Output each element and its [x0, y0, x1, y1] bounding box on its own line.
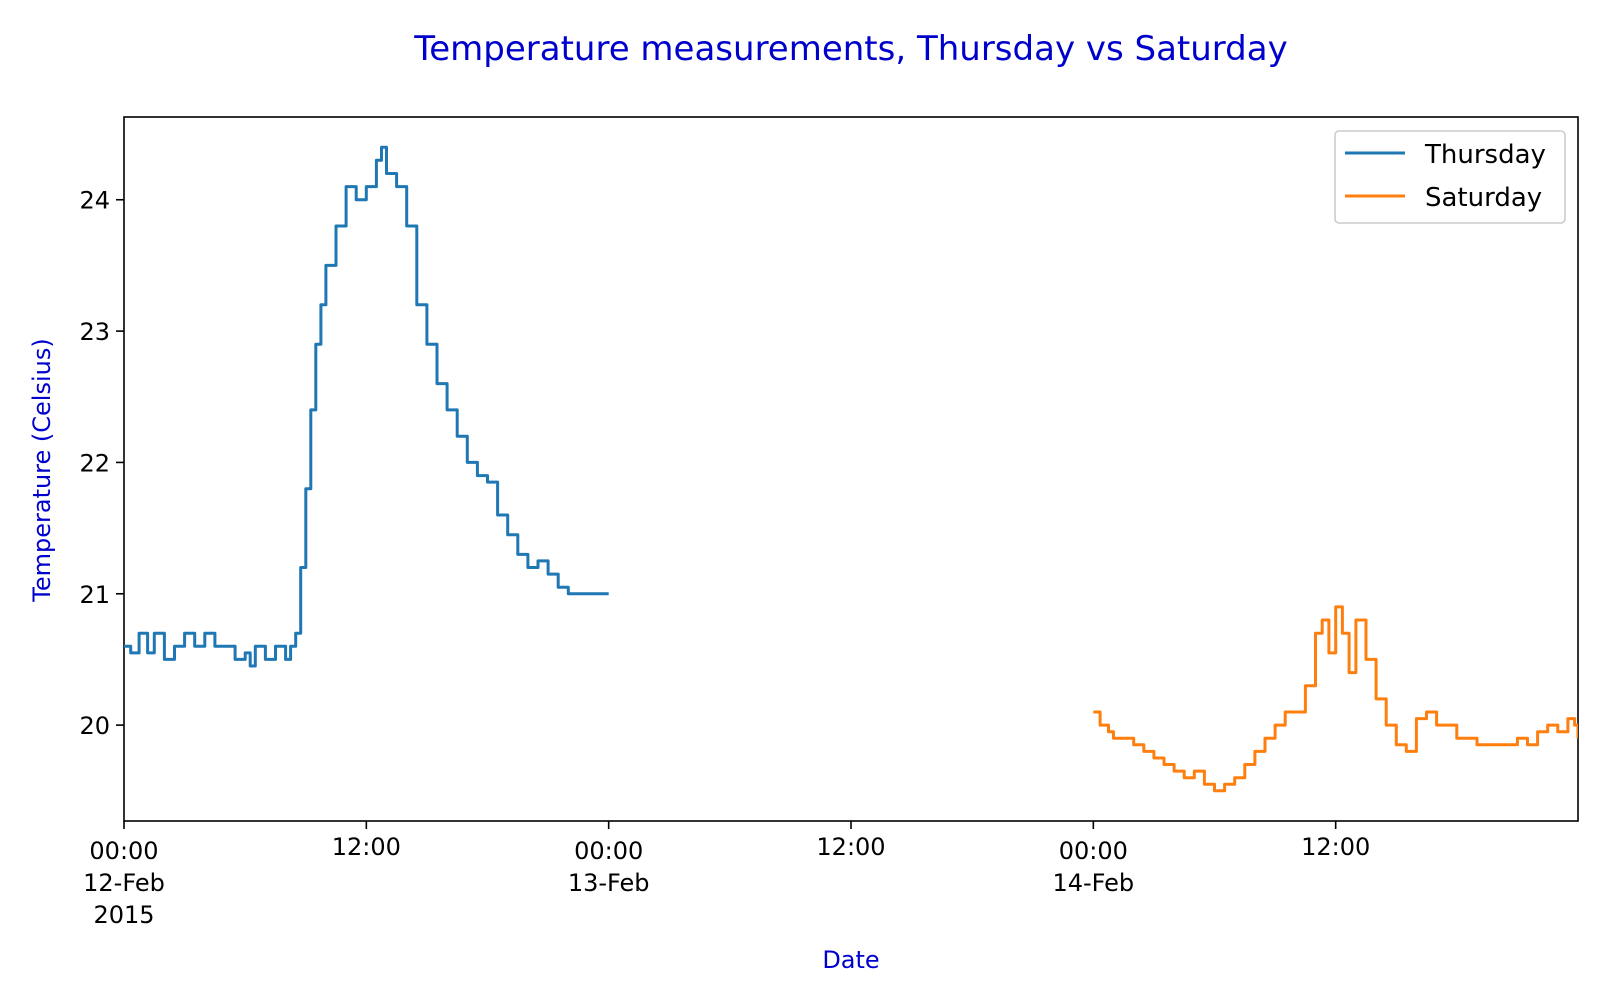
x-tick-label: 00:00 14-Feb	[1052, 837, 1134, 897]
x-axis-ticks: 00:00 12-Feb 2015 12:00 00:00 13-Feb 12:00 00:0…	[83, 821, 1370, 929]
legend-label-thursday: Thursday	[1424, 140, 1546, 170]
y-tick-label: 23	[79, 318, 110, 346]
series-line-saturday	[1093, 605, 1578, 793]
y-axis-label: Temperature (Celsius)	[28, 338, 56, 602]
y-tick-label: 24	[79, 187, 110, 215]
series-line-thursday	[124, 145, 609, 668]
x-tick-label: 12:00	[1301, 833, 1370, 861]
series-layer	[124, 145, 1578, 793]
x-tick-label: 00:00 13-Feb	[568, 837, 650, 897]
legend: Thursday Saturday	[1334, 130, 1566, 224]
y-axis-ticks: 20 21 22 23 24	[79, 187, 124, 740]
x-tick-label: 00:00 12-Feb 2015	[83, 837, 165, 929]
y-tick-label: 22	[79, 449, 110, 477]
y-tick-label: 21	[79, 581, 110, 609]
y-tick-label: 20	[79, 712, 110, 740]
chart-title: Temperature measurements, Thursday vs Sa…	[413, 29, 1287, 69]
x-tick-label: 12:00	[332, 833, 401, 861]
x-tick-label: 12:00	[816, 833, 885, 861]
x-axis-label: Date	[822, 946, 879, 974]
legend-label-saturday: Saturday	[1425, 183, 1542, 213]
